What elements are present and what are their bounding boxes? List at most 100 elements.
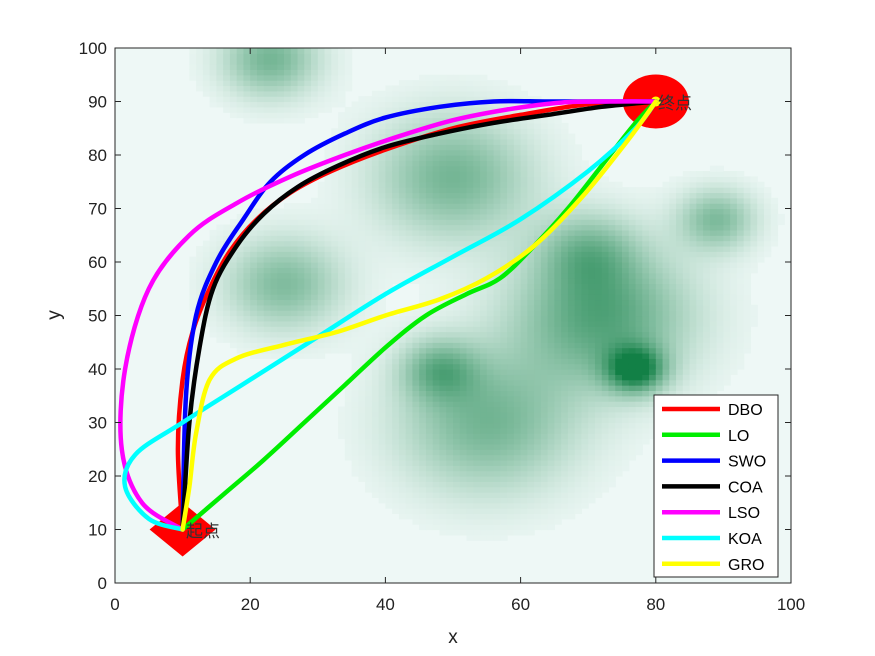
heatmap-cell bbox=[398, 326, 407, 333]
heatmap-cell bbox=[473, 128, 481, 135]
heatmap-cell bbox=[270, 331, 278, 338]
heatmap-cell bbox=[365, 315, 373, 322]
heatmap-cell bbox=[338, 294, 346, 301]
heatmap-cell bbox=[439, 122, 447, 129]
heatmap-cell bbox=[723, 352, 731, 359]
heatmap-cell bbox=[635, 283, 643, 290]
heatmap-cell bbox=[425, 117, 434, 124]
heatmap-cell bbox=[405, 256, 414, 263]
heatmap-cell bbox=[574, 251, 583, 258]
heatmap-cell bbox=[642, 427, 650, 434]
heatmap-cell bbox=[628, 299, 637, 306]
heatmap-cell bbox=[500, 219, 508, 226]
heatmap-cell bbox=[534, 294, 542, 301]
heatmap-cell bbox=[466, 197, 474, 204]
heatmap-cell bbox=[405, 438, 414, 445]
heatmap-cell bbox=[223, 331, 231, 338]
heatmap-cell bbox=[466, 165, 474, 172]
heatmap-cell bbox=[338, 411, 346, 418]
heatmap-cell bbox=[507, 433, 515, 440]
heatmap-cell bbox=[507, 459, 515, 466]
heatmap-cell bbox=[365, 320, 373, 327]
heatmap-cell bbox=[622, 208, 630, 215]
heatmap-cell bbox=[432, 256, 441, 263]
heatmap-cell bbox=[588, 411, 596, 418]
heatmap-cell bbox=[480, 513, 488, 520]
heatmap-cell bbox=[507, 299, 515, 306]
heatmap-cell bbox=[277, 315, 285, 322]
heatmap-cell bbox=[561, 497, 569, 504]
heatmap-cell bbox=[520, 369, 528, 375]
heatmap-cell bbox=[662, 240, 670, 247]
heatmap-cell bbox=[432, 197, 441, 204]
heatmap-cell bbox=[703, 272, 711, 279]
heatmap-cell bbox=[723, 315, 731, 322]
heatmap-cell bbox=[392, 433, 400, 440]
heatmap-cell bbox=[270, 48, 278, 54]
heatmap-cell bbox=[209, 90, 217, 97]
heatmap-cell bbox=[547, 476, 555, 482]
heatmap-cell bbox=[730, 235, 738, 242]
heatmap-cell bbox=[432, 149, 441, 156]
heatmap-cell bbox=[223, 326, 231, 333]
heatmap-cell bbox=[730, 187, 738, 194]
heatmap-cell bbox=[588, 454, 596, 461]
heatmap-cell bbox=[662, 224, 670, 231]
heatmap-cell bbox=[277, 240, 285, 247]
heatmap-cell bbox=[290, 278, 299, 284]
heatmap-cell bbox=[601, 476, 610, 482]
heatmap-cell bbox=[507, 187, 515, 194]
heatmap-cell bbox=[466, 454, 474, 461]
heatmap-cell bbox=[594, 203, 603, 210]
heatmap-cell bbox=[527, 315, 535, 322]
heatmap-cell bbox=[507, 390, 515, 397]
heatmap-cell bbox=[317, 256, 326, 263]
heatmap-cell bbox=[263, 267, 272, 274]
heatmap-cell bbox=[317, 224, 326, 231]
heatmap-cell bbox=[419, 240, 427, 247]
heatmap-cell bbox=[649, 299, 657, 306]
heatmap-cell bbox=[540, 315, 549, 322]
heatmap-cell bbox=[223, 53, 231, 60]
heatmap-cell bbox=[277, 256, 285, 263]
heatmap-cell bbox=[324, 219, 332, 226]
heatmap-cell bbox=[608, 251, 616, 258]
heatmap-cell bbox=[567, 310, 576, 317]
heatmap-cell bbox=[689, 272, 697, 279]
heatmap-cell bbox=[682, 347, 691, 354]
heatmap-cell bbox=[615, 267, 623, 274]
heatmap-cell bbox=[277, 74, 285, 81]
heatmap-cell bbox=[196, 48, 204, 54]
heatmap-cell bbox=[243, 58, 251, 65]
heatmap-cell bbox=[473, 149, 481, 156]
heatmap-cell bbox=[209, 229, 217, 236]
heatmap-cell bbox=[358, 267, 366, 274]
heatmap-cell bbox=[649, 369, 657, 375]
heatmap-cell bbox=[500, 369, 508, 375]
heatmap-cell bbox=[480, 443, 488, 450]
heatmap-cell bbox=[209, 58, 217, 65]
heatmap-cell bbox=[209, 69, 217, 76]
heatmap-cell bbox=[655, 326, 664, 333]
heatmap-cell bbox=[682, 320, 691, 327]
heatmap-cell bbox=[540, 326, 549, 333]
heatmap-cell bbox=[540, 352, 549, 359]
heatmap-cell bbox=[344, 390, 353, 397]
heatmap-cell bbox=[453, 486, 461, 493]
heatmap-cell bbox=[432, 481, 441, 488]
heatmap-cell bbox=[588, 219, 596, 226]
heatmap-cell bbox=[412, 454, 420, 461]
heatmap-cell bbox=[371, 160, 380, 167]
heatmap-cell bbox=[236, 331, 245, 338]
heatmap-cell bbox=[236, 112, 245, 119]
heatmap-cell bbox=[344, 449, 353, 456]
heatmap-cell bbox=[243, 288, 251, 295]
heatmap-cell bbox=[250, 53, 258, 60]
heatmap-cell bbox=[371, 262, 380, 268]
heatmap-cell bbox=[534, 390, 542, 397]
heatmap-cell bbox=[601, 385, 610, 391]
heatmap-cell bbox=[561, 449, 569, 456]
heatmap-cell bbox=[567, 315, 576, 322]
heatmap-cell bbox=[358, 315, 366, 322]
heatmap-cell bbox=[466, 497, 474, 504]
